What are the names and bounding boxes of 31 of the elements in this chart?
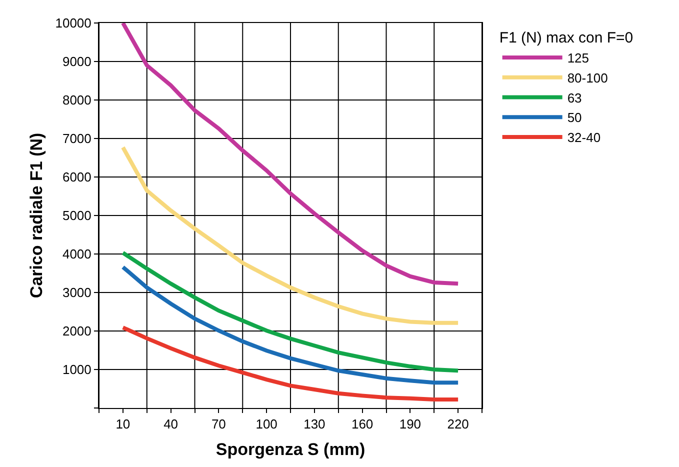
y-tick-label: 6000 — [62, 170, 92, 185]
legend-label: 32-40 — [567, 130, 601, 146]
x-tick-label: 100 — [256, 416, 278, 432]
y-axis-title: Carico radiale F1 (N) — [26, 132, 46, 298]
line-series — [120, 265, 460, 385]
y-tick-label: 7000 — [62, 131, 92, 146]
x-tick-label: 70 — [211, 416, 226, 432]
y-tick-label: 2000 — [62, 324, 92, 339]
y-tick-label: 9000 — [62, 54, 92, 70]
line-series — [120, 145, 460, 325]
x-tick-label: 40 — [164, 416, 178, 432]
legend-label: 50 — [567, 110, 582, 126]
line-series — [120, 326, 460, 402]
x-tick-label: 130 — [304, 416, 326, 432]
x-axis-title: Sporgenza S (mm) — [216, 440, 366, 459]
y-tick-label: 5000 — [62, 208, 92, 224]
y-tick-label: 1000 — [62, 362, 92, 378]
legend-label: 63 — [567, 90, 582, 106]
line-series — [120, 250, 460, 373]
y-tick-label: 8000 — [62, 92, 92, 108]
legend-label: 80-100 — [567, 70, 608, 86]
y-tick-label: 3000 — [62, 285, 92, 300]
legend-title: F1 (N) max con F=0 — [499, 30, 634, 46]
y-tick-label: 10000 — [55, 16, 92, 31]
line-series — [120, 23, 460, 286]
x-tick-label: 220 — [447, 416, 469, 432]
legend-label: 125 — [567, 50, 590, 66]
x-tick-label: 190 — [399, 416, 422, 432]
x-tick-label: 10 — [116, 416, 130, 432]
y-tick-label: 4000 — [62, 246, 92, 262]
x-tick-label: 160 — [351, 416, 374, 432]
